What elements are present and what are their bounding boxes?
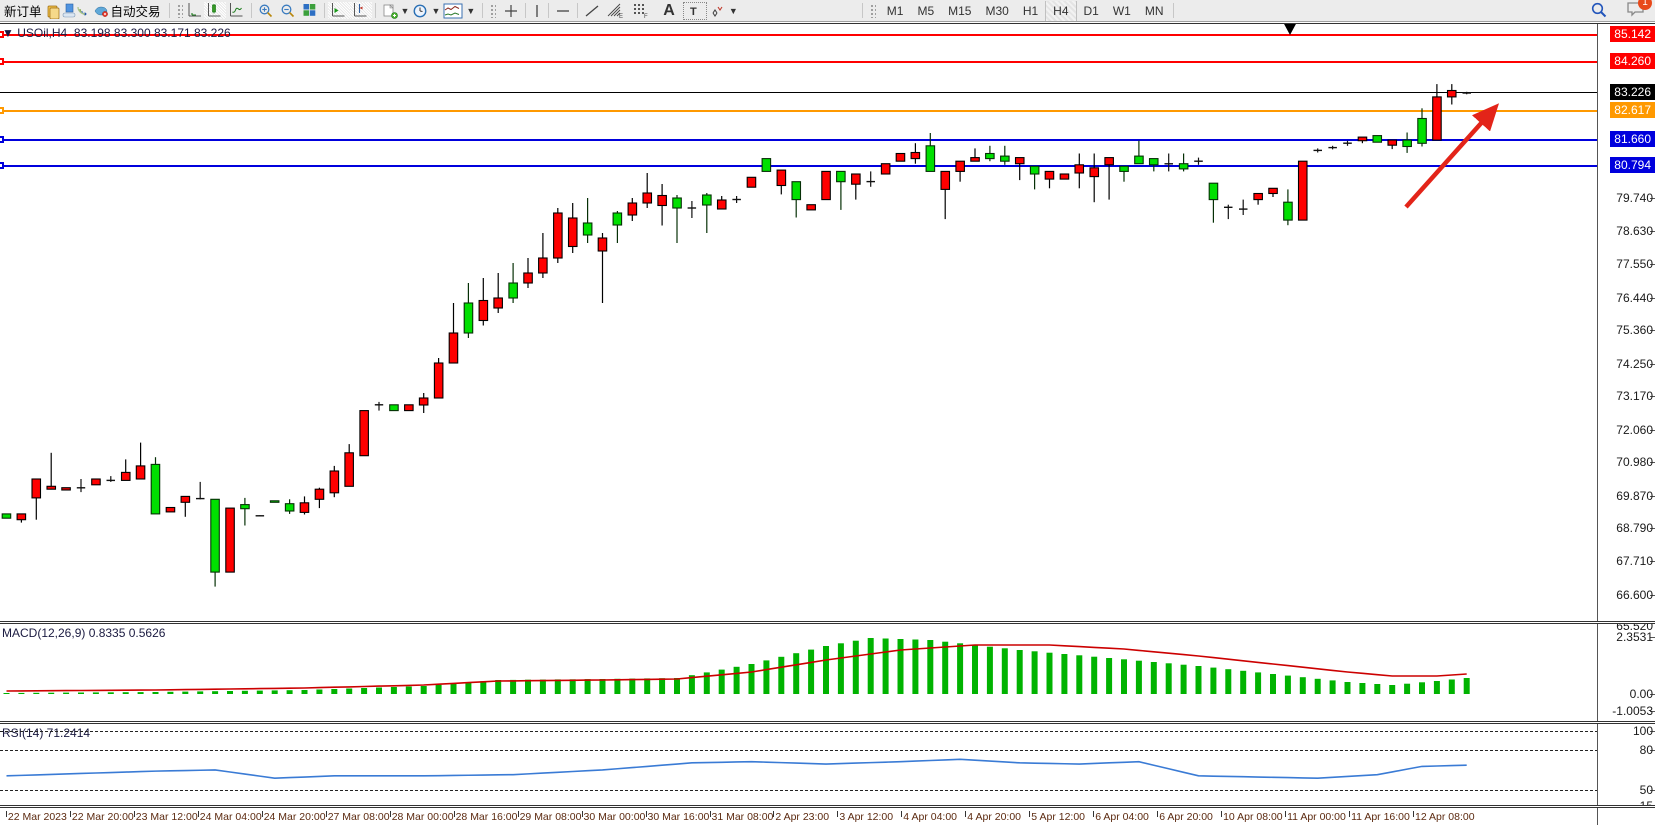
- svg-text:F: F: [644, 14, 648, 19]
- svg-text:E: E: [619, 14, 623, 19]
- svg-text:T: T: [690, 6, 697, 18]
